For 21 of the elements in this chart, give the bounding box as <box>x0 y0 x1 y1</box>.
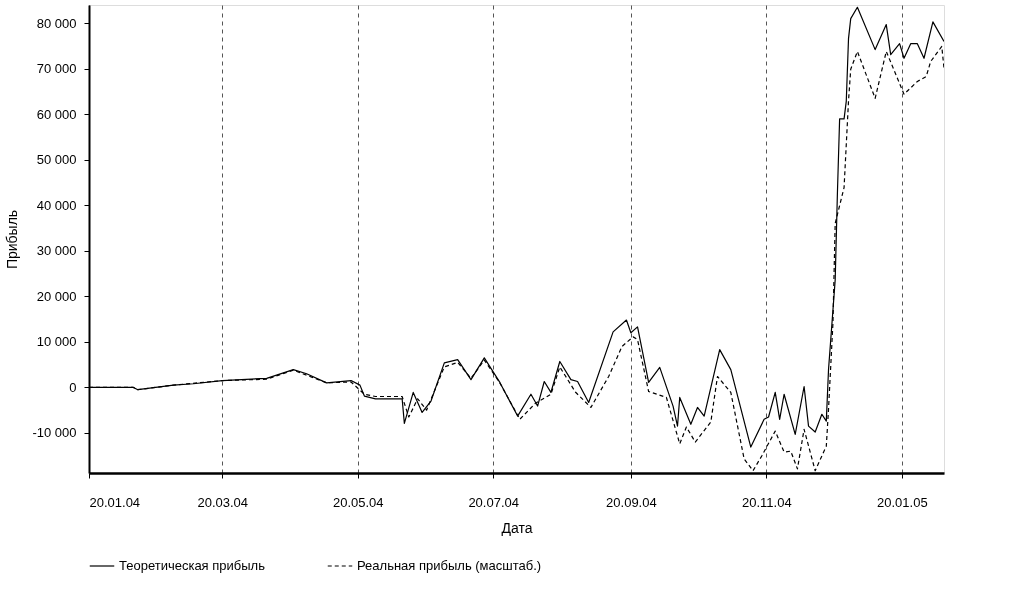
y-tick-label: 50 000 <box>36 152 77 168</box>
x-tick-label: 20.01.04 <box>89 494 141 510</box>
x-tick-label: 20.07.04 <box>468 494 519 510</box>
y-tick-label: 10 000 <box>36 334 77 350</box>
x-tick-label: 20.05.04 <box>332 494 384 510</box>
x-tick-label: 20.11.04 <box>742 494 792 510</box>
y-tick-label: -10 000 <box>32 425 77 441</box>
y-tick-label: 30 000 <box>36 243 77 259</box>
y-tick-label: 20 000 <box>36 288 77 304</box>
x-tick-label: 20.01.05 <box>877 494 928 510</box>
y-tick-label: 70 000 <box>36 61 77 77</box>
y-tick-label: 60 000 <box>36 106 77 122</box>
x-tick-label: 20.03.04 <box>197 494 249 510</box>
x-axis-title: Дата <box>501 519 533 536</box>
x-tick-label: 20.09.04 <box>606 494 657 510</box>
y-tick-label: 0 <box>69 379 77 395</box>
y-tick-label: 40 000 <box>36 197 77 213</box>
legend-label: Реальная прибыль (масштаб.) <box>357 558 542 573</box>
y-tick-label: 80 000 <box>36 15 77 31</box>
y-axis-title: Прибыль <box>4 209 21 270</box>
legend-label: Теоретическая прибыль <box>119 558 266 573</box>
